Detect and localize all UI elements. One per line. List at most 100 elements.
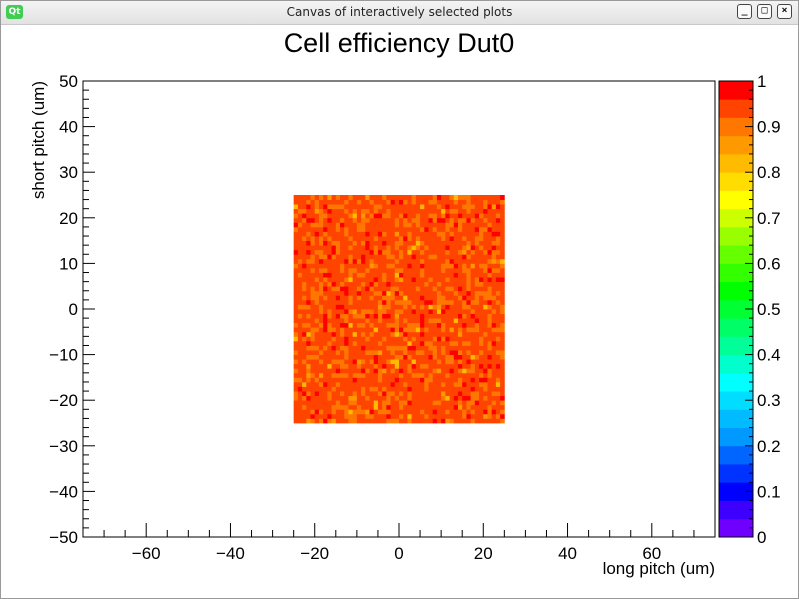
close-button[interactable]: × [777,4,792,19]
heatmap-cell [348,395,354,401]
heatmap-cell [293,413,299,419]
heatmap-cell [399,372,404,378]
heatmap-cell [500,281,505,287]
heatmap-cell [466,277,472,283]
heatmap-cell [356,359,362,365]
heatmap-cell [453,313,459,319]
heatmap-cell [474,236,480,241]
heatmap-cell [424,258,429,264]
heatmap-cell [445,413,450,419]
heatmap-cell [356,372,362,378]
heatmap-cell [453,286,459,292]
heatmap-cell [474,267,480,273]
heatmap-cell [483,267,488,273]
heatmap-cell [356,400,362,406]
heatmap-cell [457,254,463,260]
heatmap-cell [424,272,429,278]
y-tick-label: 50 [59,72,78,91]
heatmap-cell [457,236,463,241]
heatmap-cell [462,391,467,397]
title-bar[interactable]: Qt Canvas of interactively selected plot… [1,1,798,25]
heatmap-cell [318,263,324,269]
heatmap-cell [441,213,446,219]
heatmap-cell [470,281,476,287]
heatmap-cell [386,240,391,246]
heatmap-cell [479,336,484,342]
heatmap-cell [436,372,442,378]
heatmap-cell [466,327,472,333]
heatmap-cell [361,281,366,287]
heatmap-cell [394,381,400,387]
heatmap-cell [495,195,501,200]
heatmap-cell [369,363,375,369]
heatmap-cell [361,231,366,237]
heatmap-cell [403,204,408,210]
heatmap-cell [356,249,362,255]
heatmap-cell [335,254,341,260]
heatmap-cell [474,368,480,374]
heatmap-cell [487,254,493,260]
heatmap-cell [302,267,307,273]
heatmap-cell [394,236,400,241]
heatmap-cell [310,236,316,241]
heatmap-cell [382,286,387,292]
heatmap-cell [428,331,434,337]
heatmap-cell [327,195,332,200]
heatmap-cell [318,404,324,410]
heatmap-cell [306,295,311,301]
heatmap-cell [365,418,370,424]
heatmap-cell [382,368,387,374]
heatmap-cell [302,409,307,415]
heatmap-cell [318,363,324,369]
heatmap-cell [394,372,400,378]
heatmap-cell [394,195,400,200]
heatmap-cell [441,395,446,401]
heatmap-cell [487,322,493,328]
heatmap-cell [453,245,459,251]
heatmap-cell [479,377,484,383]
heatmap-cell [297,290,303,296]
heatmap-cell [453,204,459,210]
heatmap-cell [377,240,383,246]
heatmap-cell [441,318,446,324]
heatmap-cell [369,199,375,205]
heatmap-cell [377,231,383,237]
heatmap-cell [420,413,425,419]
heatmap-cell [445,208,450,214]
heatmap-cell [462,299,467,305]
heatmap-cell [318,267,324,273]
heatmap-cell [466,350,472,355]
heatmap-cell [495,213,501,219]
heatmap-cell [466,217,472,223]
heatmap-cell [474,295,480,301]
heatmap-cell [428,359,434,365]
heatmap-cell [310,345,316,351]
heatmap-cell [386,309,391,314]
heatmap-cell [365,195,370,200]
heatmap-cell [474,377,480,383]
heatmap-cell [306,363,311,369]
heatmap-cell [323,258,328,264]
heatmap-cell [403,249,408,255]
heatmap-cell [436,254,442,260]
heatmap-cell [356,236,362,241]
heatmap-cell [344,208,349,214]
heatmap-cell [445,231,450,237]
heatmap-cell [479,404,484,410]
heatmap-cell [453,309,459,314]
heatmap-cell [399,359,404,365]
heatmap-cell [495,345,501,351]
heatmap-cell [491,309,497,314]
chart-canvas[interactable]: Cell efficiency Dut0 −60 −40 −20 0 20 40 60 −5… [1,25,798,598]
heatmap-cell [424,236,429,241]
heatmap-cell [470,240,476,246]
minimize-button[interactable]: _ [737,4,752,19]
heatmap-cell [483,281,488,287]
maximize-button[interactable]: □ [757,4,772,19]
heatmap-cell [462,258,467,264]
heatmap-cell [390,217,396,223]
heatmap-cell [495,322,501,328]
heatmap-cell [487,236,493,241]
heatmap-cell [390,195,396,200]
heatmap-cell [491,295,497,301]
